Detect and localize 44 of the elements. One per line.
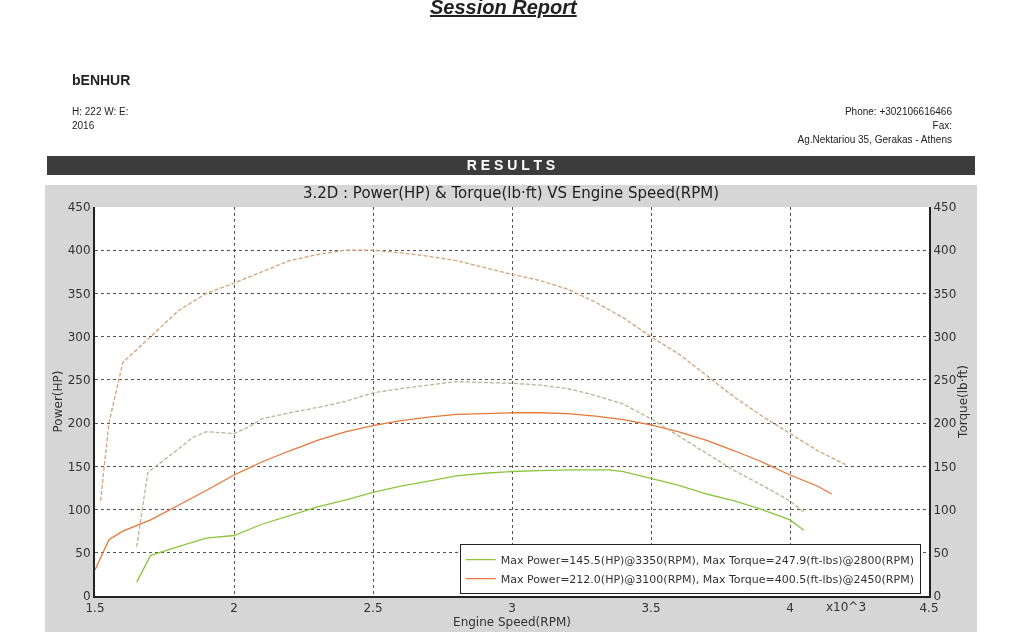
x-tick-label: 3 (508, 601, 516, 616)
text: 2016 (72, 120, 95, 131)
y-axis-title: Power(HP) (51, 370, 66, 433)
y-tick-label: 450 (67, 200, 91, 215)
y-tick-label: 200 (67, 416, 91, 431)
y-tick-label: 100 (67, 502, 91, 517)
y2-tick-label: 400 (933, 243, 957, 258)
legend-label: Max Power=145.5(HP)@3350(RPM), Max Torque=247.9(ft-lbs)@2800(RPM) (500, 553, 914, 567)
x-tick-label: 2 (230, 601, 238, 616)
line-series (136, 380, 805, 548)
x-tick-label: 1.5 (85, 601, 105, 616)
y2-tick-label: 450 (933, 200, 957, 215)
chart-title: 3.2D : Power(HP) & Torque(lb·ft) VS Engine Speed(RPM) (302, 183, 720, 202)
text: H: 222 W: E: (72, 106, 129, 117)
text: Ag.Nektariou 35, Gerakas - Athens (797, 134, 952, 145)
y-tick-label: 400 (67, 243, 91, 258)
x-tick-label: 3.5 (641, 601, 661, 616)
y-tick-label: 150 (67, 459, 91, 474)
y2-tick-label: 150 (933, 459, 957, 474)
y-tick-label: 300 (67, 329, 91, 344)
x-axis-title: Engine Speed(RPM) (453, 615, 571, 630)
y2-tick-label: 0 (933, 589, 942, 604)
x-tick-label: 4 (786, 601, 794, 616)
text: Session Report (430, 0, 577, 19)
y2-tick-label: 50 (933, 545, 949, 560)
text: bENHUR (72, 72, 131, 88)
y-tick-label: 50 (75, 545, 91, 560)
text: Fax: (932, 120, 952, 131)
y2-tick-label: 350 (933, 286, 957, 301)
legend-label: Max Power=212.0(HP)@3100(RPM), Max Torque=400.5(ft-lbs)@2450(RPM) (500, 572, 914, 586)
y-tick-label: 0 (82, 589, 91, 604)
text: R E S U L T S (47, 156, 975, 175)
x-tick-label: 4.5 (919, 601, 939, 616)
text: x10^3 (826, 600, 867, 614)
y-tick-label: 350 (67, 286, 91, 301)
y2-tick-label: 300 (933, 329, 957, 344)
y-tick-label: 250 (67, 373, 91, 388)
y2-axis-title: Torque(lb·ft) (956, 365, 971, 439)
text: Phone: +302106616466 (844, 106, 952, 117)
y2-tick-label: 250 (933, 373, 957, 388)
y2-tick-label: 200 (933, 416, 957, 431)
y2-tick-label: 100 (933, 502, 957, 517)
line-series (99, 249, 847, 502)
x-tick-label: 2.5 (363, 601, 383, 616)
